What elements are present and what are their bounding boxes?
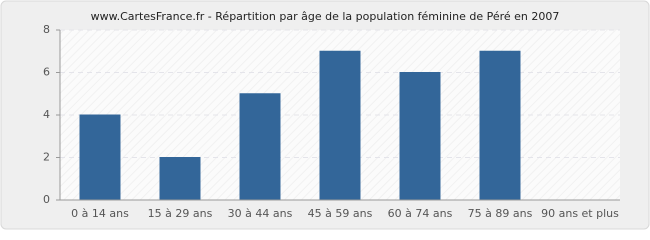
bar xyxy=(239,93,281,201)
x-tick-label: 15 à 29 ans xyxy=(148,207,213,220)
x-tick-label: 90 ans et plus xyxy=(541,207,619,220)
x-tick-label: 30 à 44 ans xyxy=(228,207,293,220)
bar xyxy=(319,50,361,201)
y-tick-label: 4 xyxy=(43,108,50,121)
y-tick-label: 6 xyxy=(43,66,50,79)
bar xyxy=(159,157,201,201)
bar xyxy=(399,72,441,201)
x-tick-label: 45 à 59 ans xyxy=(308,207,373,220)
x-tick-label: 75 à 89 ans xyxy=(468,207,533,220)
x-tick-label: 60 à 74 ans xyxy=(388,207,453,220)
x-tick-label: 0 à 14 ans xyxy=(71,207,129,220)
chart: www.CartesFrance.fr - Répartition par âg… xyxy=(0,0,650,230)
bar xyxy=(479,50,521,201)
y-tick-label: 8 xyxy=(43,23,50,36)
y-tick-label: 0 xyxy=(43,193,50,206)
chart-title: www.CartesFrance.fr - Répartition par âg… xyxy=(91,10,560,23)
bar xyxy=(79,114,121,201)
y-tick-label: 2 xyxy=(43,151,50,164)
